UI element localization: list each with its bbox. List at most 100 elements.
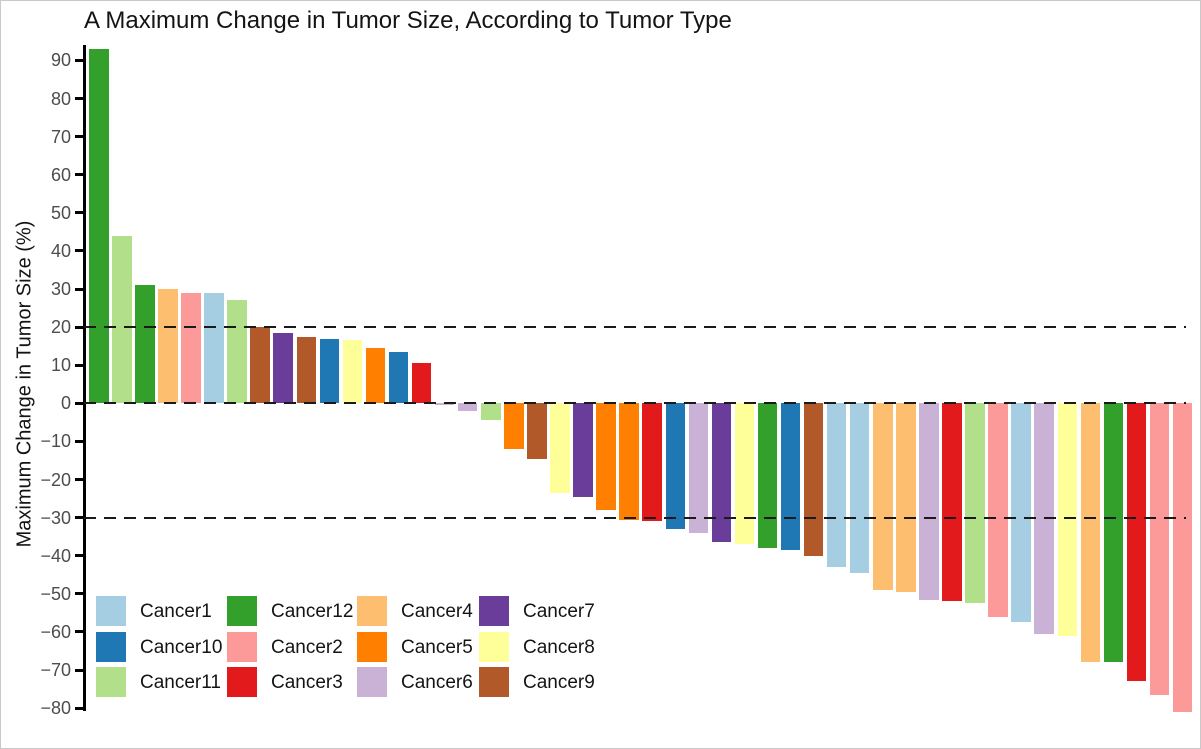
y-tick-label: −70 bbox=[40, 660, 71, 680]
bar-cancer12 bbox=[1103, 403, 1124, 663]
y-axis-title: Maximum Change in Tumor Size (%) bbox=[13, 220, 36, 548]
y-tick-mark bbox=[75, 58, 83, 62]
y-tick-label: −50 bbox=[40, 583, 71, 604]
y-tick-mark bbox=[75, 97, 83, 100]
legend-swatch-cancer10 bbox=[96, 631, 126, 662]
bar-cancer7 bbox=[573, 403, 593, 497]
bar-cancer10 bbox=[319, 338, 340, 404]
y-tick-label: −20 bbox=[40, 469, 71, 490]
y-tick-mark bbox=[75, 592, 83, 596]
bar-cancer8 bbox=[1057, 403, 1078, 636]
bar-cancer8 bbox=[734, 403, 755, 545]
bar-cancer11 bbox=[965, 403, 985, 604]
legend-swatch-cancer5 bbox=[357, 631, 387, 662]
y-tick-mark bbox=[75, 630, 83, 634]
y-tick-mark bbox=[75, 173, 83, 177]
legend-swatch-cancer2 bbox=[227, 631, 257, 662]
bar-cancer5 bbox=[504, 403, 524, 450]
bar-cancer2 bbox=[1172, 403, 1193, 712]
legend-swatch-cancer6 bbox=[357, 667, 387, 697]
bar-cancer6 bbox=[688, 403, 709, 533]
bar-cancer11 bbox=[481, 403, 501, 421]
reference-line-20 bbox=[84, 326, 1186, 329]
bar-cancer5 bbox=[619, 403, 639, 520]
bar-cancer5 bbox=[365, 348, 386, 404]
bar-cancer10 bbox=[780, 403, 801, 550]
bar-cancer7 bbox=[711, 403, 732, 543]
legend-label-cancer12: Cancer12 bbox=[271, 601, 354, 622]
bar-cancer2 bbox=[181, 292, 201, 404]
legend-swatch-cancer7 bbox=[479, 596, 509, 626]
bar-cancer8 bbox=[342, 340, 363, 404]
y-tick-label: −10 bbox=[40, 431, 71, 452]
legend-label-cancer9: Cancer9 bbox=[523, 672, 595, 693]
bar-cancer7 bbox=[273, 332, 293, 404]
bar-cancer4 bbox=[158, 289, 178, 404]
legend-swatch-cancer8 bbox=[479, 631, 509, 662]
y-tick-label: 30 bbox=[50, 279, 71, 299]
bar-cancer6 bbox=[919, 403, 939, 600]
bar-cancer12 bbox=[135, 285, 155, 404]
y-tick-mark bbox=[75, 706, 83, 710]
legend-swatch-cancer4 bbox=[357, 596, 387, 626]
y-tick-label: 90 bbox=[50, 50, 71, 71]
bar-cancer2 bbox=[988, 403, 1008, 617]
bar-cancer1 bbox=[849, 403, 870, 573]
legend-label-cancer6: Cancer6 bbox=[401, 672, 473, 693]
bar-cancer9 bbox=[803, 403, 824, 556]
bar-cancer4 bbox=[1080, 403, 1101, 663]
bar-cancer4 bbox=[896, 403, 916, 592]
y-tick-label: 20 bbox=[50, 317, 71, 338]
reference-line--30 bbox=[84, 516, 1186, 519]
y-tick-mark bbox=[75, 554, 83, 558]
y-tick-mark bbox=[75, 668, 83, 672]
bar-cancer1 bbox=[204, 292, 224, 404]
y-tick-mark bbox=[75, 516, 83, 520]
y-axis-line bbox=[83, 45, 86, 711]
y-tick-mark bbox=[75, 363, 83, 367]
legend-label-cancer8: Cancer8 bbox=[523, 636, 595, 658]
y-tick-label: −60 bbox=[40, 621, 71, 642]
legend-label-cancer11: Cancer11 bbox=[140, 672, 221, 693]
y-tick-mark bbox=[75, 478, 83, 481]
y-tick-mark bbox=[75, 249, 83, 253]
bar-cancer4 bbox=[873, 403, 893, 590]
bar-cancer12 bbox=[89, 48, 109, 404]
y-tick-label: 70 bbox=[50, 126, 71, 147]
bar-cancer1 bbox=[826, 403, 847, 568]
y-tick-label: 50 bbox=[50, 202, 71, 223]
y-tick-mark bbox=[75, 211, 83, 215]
legend-swatch-cancer3 bbox=[227, 667, 257, 697]
bar-cancer1 bbox=[1011, 403, 1031, 623]
legend-label-cancer4: Cancer4 bbox=[401, 601, 473, 622]
bar-cancer8 bbox=[550, 403, 570, 493]
y-tick-label: −40 bbox=[40, 545, 71, 566]
legend-swatch-cancer9 bbox=[479, 667, 509, 697]
bar-cancer5 bbox=[596, 403, 616, 510]
bar-cancer9 bbox=[296, 336, 317, 404]
bar-cancer10 bbox=[388, 351, 409, 404]
bar-cancer12 bbox=[757, 403, 778, 549]
y-tick-mark bbox=[75, 287, 83, 291]
bar-cancer3 bbox=[1126, 403, 1147, 682]
chart-title: A Maximum Change in Tumor Size, Accordin… bbox=[84, 7, 732, 34]
bar-cancer3 bbox=[411, 363, 432, 404]
y-tick-label: −30 bbox=[40, 507, 71, 528]
legend-swatch-cancer1 bbox=[96, 596, 126, 626]
reference-line-0 bbox=[84, 402, 1186, 405]
bar-cancer11 bbox=[227, 300, 247, 404]
bar-cancer10 bbox=[665, 403, 685, 530]
y-tick-mark bbox=[75, 135, 83, 139]
y-tick-mark bbox=[75, 325, 83, 329]
legend-label-cancer1: Cancer1 bbox=[140, 601, 212, 622]
bar-cancer9 bbox=[250, 327, 270, 404]
legend-label-cancer2: Cancer2 bbox=[271, 636, 343, 658]
bar-cancer9 bbox=[527, 403, 547, 459]
y-tick-label: 10 bbox=[50, 355, 71, 376]
bar-cancer3 bbox=[942, 403, 962, 602]
y-tick-mark bbox=[75, 401, 83, 405]
legend-label-cancer10: Cancer10 bbox=[140, 636, 223, 658]
bar-cancer11 bbox=[112, 235, 132, 404]
y-tick-label: 0 bbox=[60, 393, 71, 414]
